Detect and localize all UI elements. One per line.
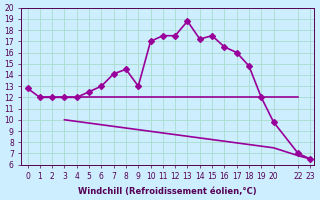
X-axis label: Windchill (Refroidissement éolien,°C): Windchill (Refroidissement éolien,°C) xyxy=(78,187,257,196)
